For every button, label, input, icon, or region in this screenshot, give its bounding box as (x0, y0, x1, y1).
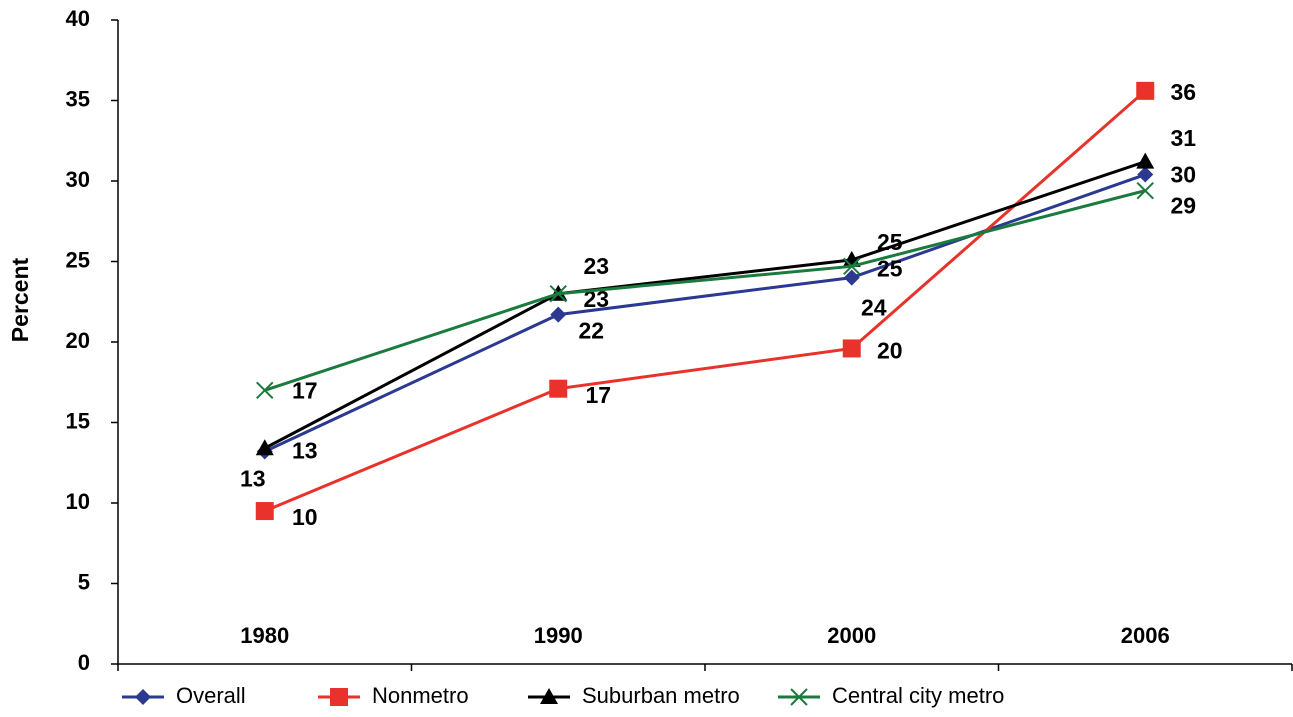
x-tick-label: 1980 (240, 623, 289, 648)
data-label: 13 (292, 437, 318, 463)
x-tick-label: 2006 (1121, 623, 1170, 648)
legend-label: Overall (176, 683, 246, 708)
marker (790, 688, 808, 706)
legend-label: Suburban metro (582, 683, 740, 708)
marker (256, 381, 274, 400)
marker (255, 439, 274, 456)
x-tick-label: 1990 (534, 623, 583, 648)
series: 17 23 25 29 (256, 181, 1196, 403)
line (264, 89, 1147, 513)
marker-stroke (790, 688, 808, 706)
data-label: 22 (578, 318, 604, 344)
marker-stroke (1136, 181, 1154, 200)
marker (549, 379, 568, 398)
data-label: 10 (292, 504, 318, 530)
y-tick-label: 25 (66, 247, 90, 272)
legend-item: Suburban metro (528, 683, 740, 708)
line (264, 189, 1146, 392)
legend-label: Central city metro (832, 683, 1004, 708)
legend-item: Overall (122, 683, 246, 708)
marker (842, 339, 861, 358)
data-label: 17 (585, 382, 611, 408)
y-tick-label: 0 (78, 650, 90, 675)
line (264, 160, 1146, 450)
x-tick-label: 2000 (827, 623, 876, 648)
marker (540, 688, 558, 704)
y-tick-label: 10 (66, 489, 90, 514)
marker (135, 689, 151, 705)
data-label: 29 (1170, 193, 1196, 219)
series: 13 22 24 30 (240, 162, 1196, 492)
marker (330, 688, 348, 706)
y-axis-label: Percent (7, 257, 33, 342)
data-label: 13 (240, 466, 266, 492)
y-tick-label: 35 (66, 86, 90, 111)
data-label: 31 (1170, 125, 1196, 151)
marker (1137, 166, 1154, 183)
data-label: 36 (1170, 79, 1196, 105)
marker (843, 257, 861, 276)
y-tick-label: 40 (66, 6, 90, 31)
marker (549, 284, 567, 303)
y-tick-label: 30 (66, 167, 90, 192)
data-label: 24 (861, 295, 887, 321)
marker-stroke (843, 257, 861, 276)
series: 10 17 20 36 (255, 79, 1196, 530)
legend-item: Nonmetro (318, 683, 469, 708)
marker (550, 306, 567, 323)
data-label: 25 (877, 229, 903, 255)
data-label: 30 (1170, 162, 1196, 188)
marker (255, 502, 274, 521)
data-label: 25 (877, 255, 903, 281)
line (264, 173, 1146, 453)
y-tick-label: 5 (78, 569, 90, 594)
marker (1136, 152, 1155, 169)
data-label: 17 (292, 377, 318, 403)
y-tick-label: 20 (66, 328, 90, 353)
data-label: 23 (583, 253, 609, 279)
legend-label: Nonmetro (372, 683, 469, 708)
marker-stroke (549, 284, 567, 303)
marker (1136, 81, 1155, 100)
legend-item: Central city metro (778, 683, 1004, 708)
marker-stroke (256, 381, 274, 400)
y-tick-label: 15 (66, 408, 90, 433)
data-label: 20 (877, 338, 903, 364)
marker (1136, 181, 1154, 200)
marker (843, 269, 860, 286)
